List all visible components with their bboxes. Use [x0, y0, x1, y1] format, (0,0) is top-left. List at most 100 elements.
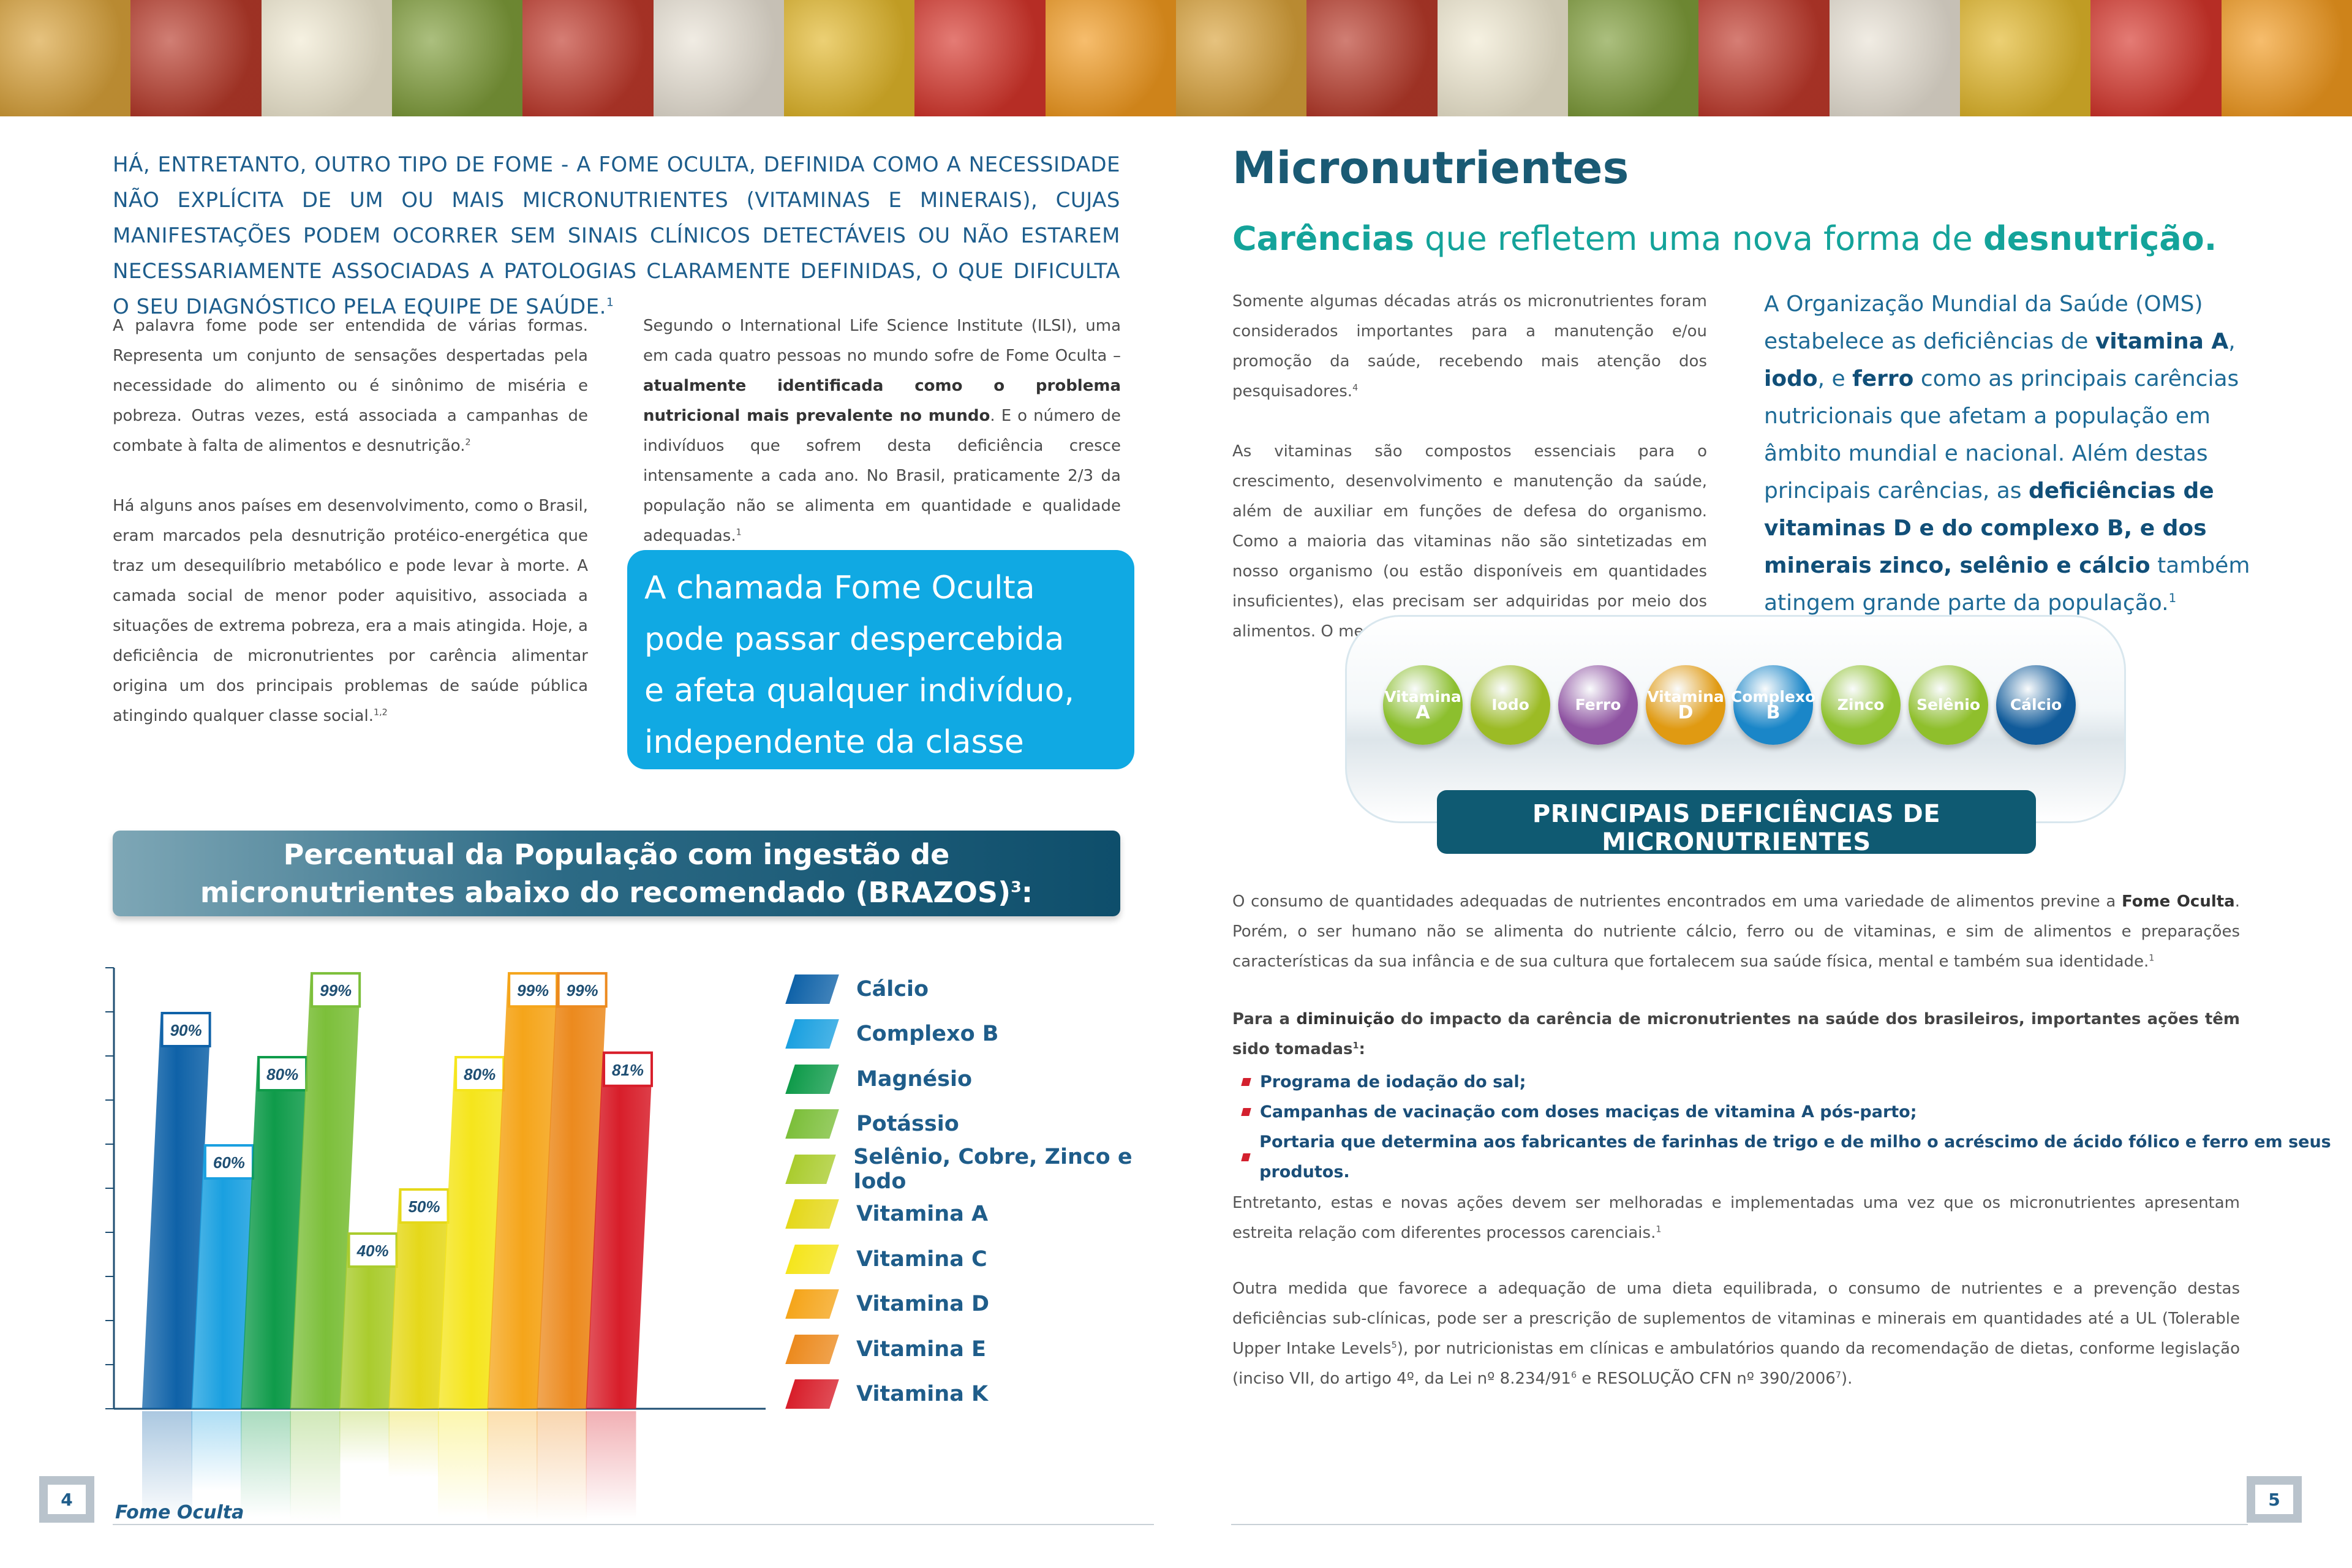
chart-bar	[191, 1144, 254, 1409]
food-photo-tile	[130, 0, 262, 116]
bar-label-box	[508, 972, 559, 1008]
food-photo-tile	[1306, 0, 1438, 116]
oms-banner: PRINCIPAIS DEFICIÊNCIAS DE MICRONUTRIENT…	[1437, 790, 2036, 870]
paragraph: A palavra fome pode ser entendida de vár…	[113, 317, 588, 455]
micronutrient-circle: Selênio	[1909, 665, 1988, 745]
legend-item: Cálcio	[785, 967, 1170, 1012]
legend-item: Magnésio	[785, 1057, 1170, 1102]
paragraph: Há alguns anos países em desenvolvimento…	[113, 497, 588, 725]
food-photo-tile	[653, 0, 784, 116]
left-column-1: A palavra fome pode ser entendida de vár…	[113, 311, 588, 731]
legend-item: Potássio	[785, 1102, 1170, 1147]
paragraph: Segundo o International Life Science Ins…	[643, 317, 1121, 545]
bar-label-box	[160, 1012, 211, 1047]
legend-label: Vitamina E	[856, 1336, 986, 1362]
bar-label-box	[454, 1056, 505, 1091]
legend-swatch	[785, 974, 839, 1004]
legend-item: Selênio, Cobre, Zinco e Iodo	[785, 1144, 1170, 1194]
legend-item: Vitamina D	[785, 1282, 1170, 1327]
bar-label-box	[257, 1056, 308, 1091]
bar-reflection	[537, 1411, 587, 1521]
legend-swatch	[785, 1199, 839, 1229]
body-paragraph-1: O consumo de quantidades adequadas de nu…	[1232, 892, 2240, 971]
food-photo-tile	[1698, 0, 1830, 116]
bar-chart: 90% 60% 80% 99% 40% 50% 80% 99% 99% 81%	[105, 967, 766, 1521]
oms-paragraph: A Organização Mundial da Saúde (OMS) est…	[1764, 292, 2250, 616]
chart-bar	[339, 1232, 398, 1409]
page-number-left: 4	[39, 1476, 94, 1523]
legend-item: Vitamina E	[785, 1327, 1170, 1372]
bar-value-label: 40%	[356, 1242, 389, 1260]
callout-line: pode passar despercebida	[644, 621, 1065, 658]
legend-label: Vitamina A	[856, 1202, 989, 1227]
bar-reflection	[586, 1411, 636, 1518]
intro-paragraph: HÁ, ENTRETANTO, OUTRO TIPO DE FOME - A F…	[113, 153, 1120, 319]
micronutrient-circles: Vitamina A Iodo Ferro Vitamina D Complexo B Zinc…	[1383, 665, 2076, 745]
food-photo-tile	[1175, 0, 1307, 116]
list-item: Programa de iodação do sal;	[1242, 1067, 2352, 1097]
footer-title: Fome Oculta	[115, 1502, 244, 1523]
chart-bar	[142, 1012, 211, 1409]
chart-bar	[241, 1056, 308, 1409]
legend-item: Vitamina C	[785, 1237, 1170, 1282]
chart-bar	[290, 972, 361, 1409]
chart-legend: Cálcio Complexo B Magnésio Potássio Selênio,…	[785, 967, 1170, 1417]
bar-label-box	[603, 1051, 654, 1087]
micronutrient-circle: Iodo	[1471, 665, 1550, 745]
legend-swatch	[785, 1019, 839, 1049]
banner-subtitle: CONFORME OMS	[1685, 858, 1788, 870]
bar-reflection	[339, 1411, 390, 1464]
legend-swatch	[785, 1379, 839, 1409]
food-photo-tile	[0, 0, 131, 116]
banner-title: PRINCIPAIS DEFICIÊNCIAS DE MICRONUTRIENT…	[1532, 800, 1941, 856]
bar-label-box	[311, 972, 361, 1008]
paragraph: As vitaminas são compostos essenciais pa…	[1232, 442, 1707, 641]
footer-rule	[1231, 1524, 2248, 1525]
bar-value-label: 80%	[266, 1065, 298, 1084]
legend-label: Vitamina C	[856, 1246, 987, 1272]
callout-line: e afeta qualquer indivíduo,	[644, 673, 1074, 709]
legend-item: Complexo B	[785, 1012, 1170, 1057]
chart-bar	[586, 1051, 654, 1409]
legend-label: Cálcio	[856, 976, 929, 1001]
body-paragraph-4: Outra medida que favorece a adequação de…	[1232, 1280, 2240, 1388]
body-paragraph-3: Entretanto, estas e novas ações devem se…	[1232, 1194, 2240, 1242]
bar-reflection	[142, 1411, 192, 1521]
legend-swatch	[785, 1109, 839, 1139]
bar-value-label: 60%	[213, 1153, 245, 1172]
bar-reflection	[290, 1411, 341, 1521]
chart-title-banner: Percentual da População com ingestão de …	[113, 831, 1120, 916]
chart-bar	[487, 972, 559, 1409]
bar-reflection	[241, 1411, 291, 1517]
callout-line: A chamada Fome Oculta	[644, 570, 1035, 606]
micronutrient-circle: Zinco	[1821, 665, 1901, 745]
micronutrient-circle: Vitamina D	[1646, 665, 1725, 745]
bar-reflection	[191, 1411, 242, 1491]
bar-value-label: 81%	[612, 1061, 644, 1079]
legend-swatch	[785, 1244, 839, 1274]
food-photo-tile	[391, 0, 523, 116]
food-photo-tile	[522, 0, 654, 116]
right-column-1: Somente algumas décadas atrás os micronu…	[1232, 287, 1707, 647]
legend-label: Vitamina K	[856, 1382, 989, 1407]
legend-label: Complexo B	[856, 1022, 999, 1047]
page-subtitle: Carências que refletem uma nova forma de…	[1232, 219, 2217, 258]
food-photo-tile	[1959, 0, 2091, 116]
legend-swatch	[785, 1154, 837, 1184]
legend-item: Vitamina A	[785, 1192, 1170, 1237]
legend-swatch	[785, 1289, 839, 1319]
bar-reflection	[487, 1411, 538, 1521]
food-photo-tile	[783, 0, 915, 116]
bar-value-label: 99%	[320, 981, 352, 1000]
legend-swatch	[785, 1064, 839, 1094]
bar-reflection	[438, 1411, 488, 1517]
legend-swatch	[785, 1334, 839, 1364]
page-title: Micronutrientes	[1232, 142, 1629, 194]
left-column-2: Segundo o International Life Science Ins…	[643, 311, 1121, 551]
food-photo-tile	[1829, 0, 1960, 116]
legend-label: Selênio, Cobre, Zinco e Iodo	[853, 1144, 1133, 1194]
bar-value-label: 80%	[464, 1065, 496, 1084]
bar-value-label: 50%	[408, 1197, 440, 1216]
top-photo-strip	[0, 0, 2352, 116]
micronutrient-circle: Vitamina A	[1383, 665, 1463, 745]
